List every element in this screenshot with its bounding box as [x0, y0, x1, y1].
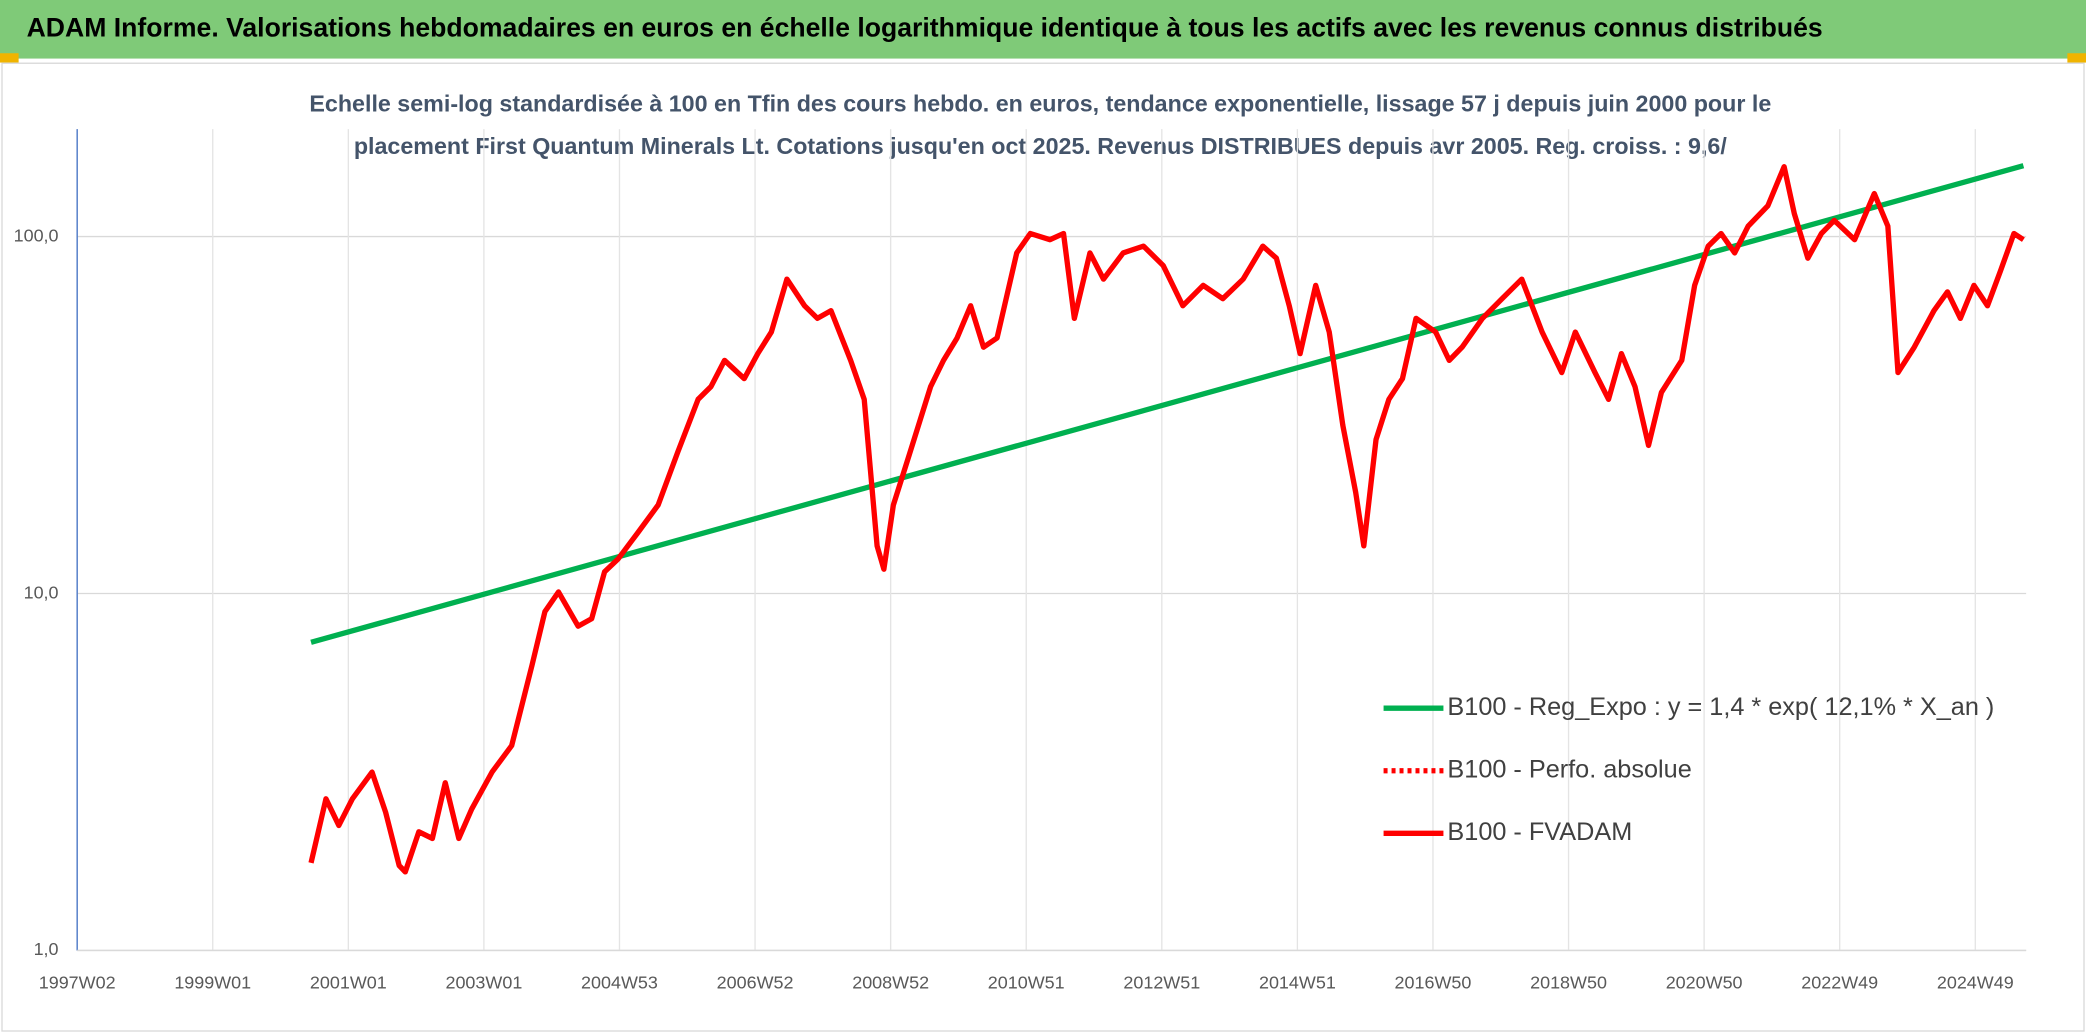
x-tick-label: 2018W50: [1530, 972, 1607, 992]
x-tick-label: 2022W49: [1801, 972, 1878, 992]
x-tick-label: 2012W51: [1123, 972, 1200, 992]
x-tick-label: 2020W50: [1666, 972, 1743, 992]
x-tick-label: 2001W01: [310, 972, 387, 992]
x-tick-label: 2014W51: [1259, 972, 1336, 992]
x-tick-label: 2006W52: [717, 972, 794, 992]
y-tick-label: 1,0: [34, 939, 59, 959]
legend-label: B100 - Reg_Expo : y = 1,4 * exp( 12,1% *…: [1447, 693, 1994, 721]
x-tick-label: 2004W53: [581, 972, 658, 992]
corner-left: [0, 53, 19, 63]
header-bar: [0, 0, 2086, 59]
chart-frame: [1, 62, 2085, 1032]
chart-title: ADAM Informe. Valorisations hebdomadaire…: [27, 12, 1823, 42]
x-tick-label: 1999W01: [174, 972, 251, 992]
x-tick-label: 2008W52: [852, 972, 929, 992]
x-tick-label: 1997W02: [39, 972, 116, 992]
legend-label: B100 - FVADAM: [1447, 818, 1632, 846]
x-tick-label: 2016W50: [1395, 972, 1472, 992]
x-tick-label: 2024W49: [1937, 972, 2014, 992]
corner-right: [2067, 53, 2086, 63]
y-tick-label: 100,0: [14, 225, 59, 245]
x-tick-label: 2010W51: [988, 972, 1065, 992]
x-tick-label: 2003W01: [445, 972, 522, 992]
chart-subtitle: placement First Quantum Minerals Lt. Cot…: [354, 133, 1728, 159]
y-tick-label: 10,0: [24, 582, 59, 602]
legend-label: B100 - Perfo. absolue: [1447, 755, 1691, 783]
chart-subtitle: Echelle semi-log standardisée à 100 en T…: [309, 90, 1771, 116]
data-line: [308, 163, 2025, 875]
